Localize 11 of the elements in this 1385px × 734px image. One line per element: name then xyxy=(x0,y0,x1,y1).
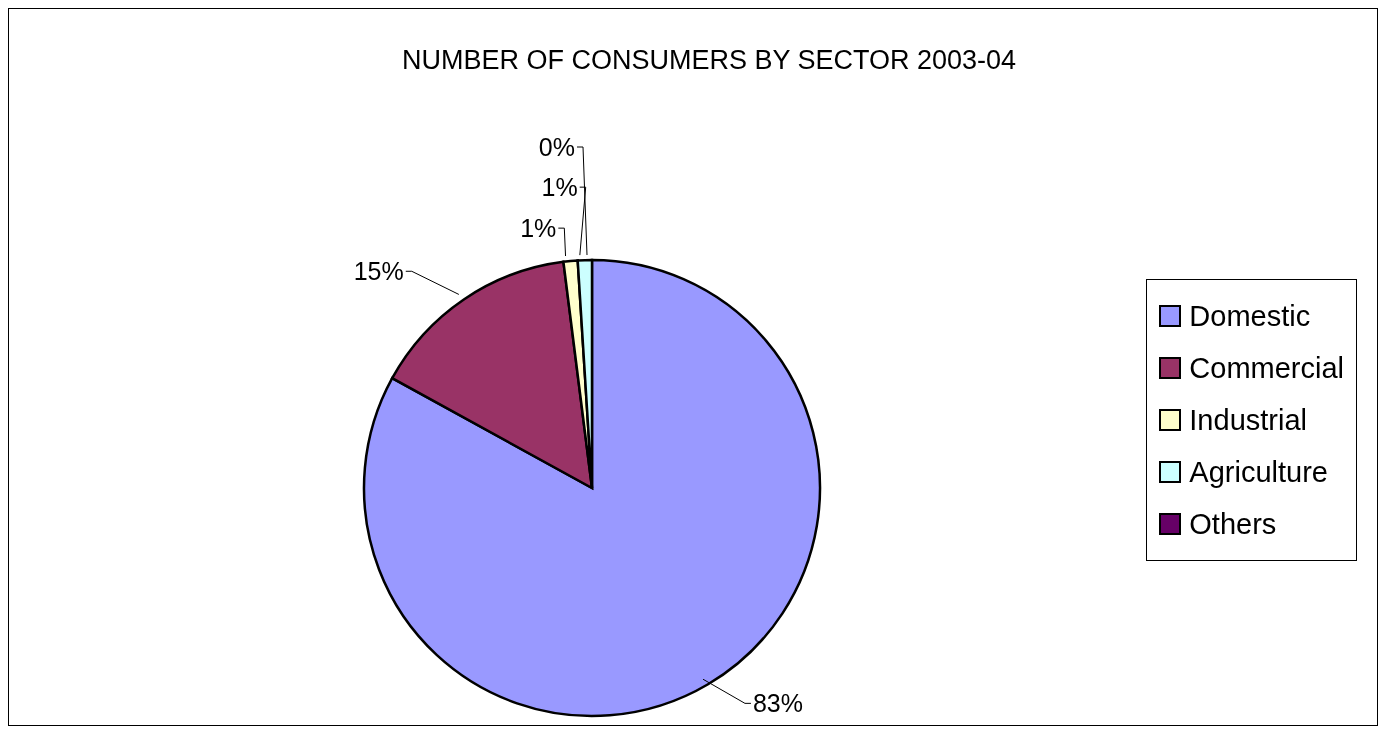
data-label: 1% xyxy=(520,214,557,243)
data-label: 83% xyxy=(752,689,803,718)
legend-label: Domestic xyxy=(1189,299,1311,334)
legend-label: Industrial xyxy=(1189,403,1307,438)
data-label: 15% xyxy=(353,257,404,286)
data-label: 1% xyxy=(541,173,578,202)
legend-label: Agriculture xyxy=(1189,455,1328,490)
legend-label: Commercial xyxy=(1189,351,1344,386)
text: 0% xyxy=(538,133,575,161)
legend-label: Others xyxy=(1189,507,1277,542)
chart-title: NUMBER OF CONSUMERS BY SECTOR 2003-04 xyxy=(400,45,1018,76)
